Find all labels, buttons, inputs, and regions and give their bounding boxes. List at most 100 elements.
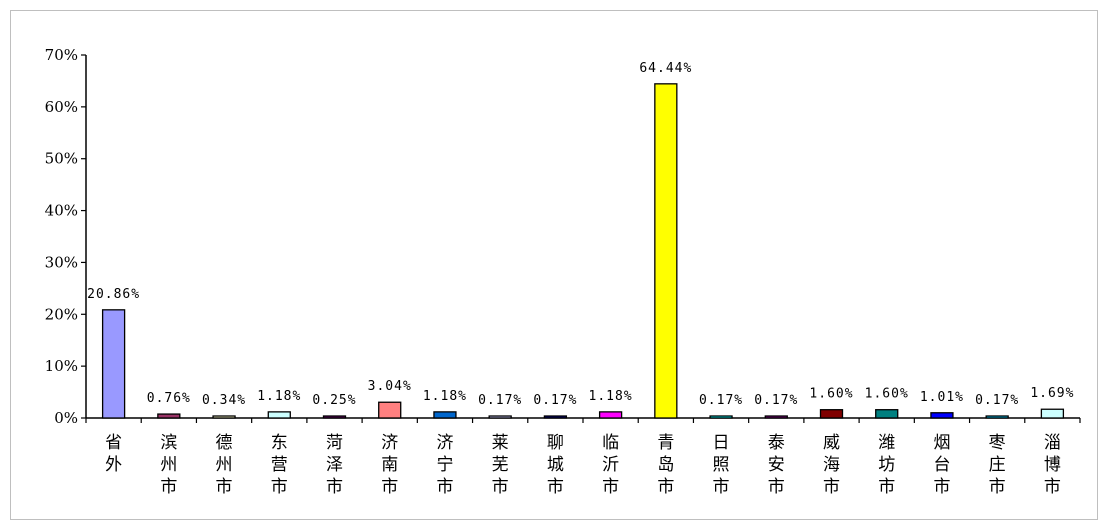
svg-text:德: 德 — [216, 433, 233, 453]
category-label: 枣庄市 — [989, 433, 1006, 497]
svg-text:泽: 泽 — [326, 455, 343, 475]
svg-text:潍: 潍 — [878, 433, 895, 453]
svg-text:临: 临 — [602, 433, 619, 453]
svg-text:博: 博 — [1044, 455, 1061, 475]
svg-text:市: 市 — [989, 477, 1006, 497]
bar — [101, 309, 126, 419]
svg-text:市: 市 — [160, 477, 177, 497]
bar — [709, 415, 733, 419]
category-label: 莱芜市 — [492, 433, 509, 497]
svg-text:外: 外 — [105, 455, 122, 475]
svg-text:海: 海 — [823, 455, 840, 475]
bar — [654, 83, 678, 419]
svg-text:枣: 枣 — [989, 433, 1006, 453]
data-label: 1.60% — [865, 387, 909, 402]
svg-text:市: 市 — [381, 477, 398, 497]
chart-frame — [10, 10, 1098, 520]
category-label: 济宁市 — [436, 433, 453, 497]
svg-text:威: 威 — [823, 433, 840, 453]
bar — [322, 415, 347, 419]
bar — [930, 412, 954, 419]
svg-text:市: 市 — [271, 477, 288, 497]
bar — [433, 411, 457, 419]
category-label: 日照市 — [713, 433, 730, 497]
category-label: 烟台市 — [933, 433, 950, 497]
bar — [764, 415, 788, 419]
svg-text:东: 东 — [271, 433, 288, 453]
svg-text:济: 济 — [436, 433, 453, 453]
data-label: 1.18% — [423, 389, 467, 404]
svg-text:市: 市 — [492, 477, 509, 497]
y-tick-label: 20% — [45, 305, 78, 323]
svg-text:市: 市 — [933, 477, 950, 497]
category-label: 威海市 — [823, 433, 840, 497]
svg-text:坊: 坊 — [878, 455, 895, 475]
y-tick-label: 50% — [45, 150, 78, 168]
svg-text:市: 市 — [547, 477, 564, 497]
svg-text:烟: 烟 — [933, 433, 950, 453]
category-label: 德州市 — [216, 433, 233, 497]
bar — [819, 409, 844, 419]
svg-text:聊: 聊 — [547, 433, 564, 453]
data-label: 1.60% — [809, 387, 853, 402]
svg-text:宁: 宁 — [436, 455, 453, 475]
data-label: 0.17% — [975, 393, 1019, 408]
svg-text:市: 市 — [713, 477, 730, 497]
bar — [488, 415, 512, 419]
category-label: 临沂市 — [602, 433, 619, 497]
bar — [875, 409, 899, 419]
data-label: 3.04% — [368, 379, 412, 394]
data-label: 1.69% — [1030, 386, 1074, 401]
svg-text:莱: 莱 — [492, 433, 509, 453]
data-label: 0.76% — [147, 391, 191, 406]
svg-text:州: 州 — [160, 455, 177, 475]
svg-text:照: 照 — [713, 455, 730, 475]
data-label: 0.34% — [202, 393, 246, 408]
category-label: 济南市 — [381, 433, 398, 497]
category-label: 泰安市 — [768, 433, 785, 497]
category-label: 淄博市 — [1044, 433, 1061, 497]
svg-text:市: 市 — [878, 477, 895, 497]
data-label: 0.17% — [533, 393, 577, 408]
svg-text:市: 市 — [823, 477, 840, 497]
bar — [267, 411, 291, 419]
bar — [212, 415, 236, 419]
svg-text:市: 市 — [657, 477, 674, 497]
svg-text:沂: 沂 — [602, 455, 619, 475]
svg-text:庄: 庄 — [989, 455, 1006, 475]
category-label: 聊城市 — [547, 433, 564, 497]
category-label: 省外 — [105, 433, 122, 475]
y-tick-label: 40% — [45, 202, 78, 220]
data-label: 0.17% — [754, 393, 798, 408]
y-tick-label: 10% — [45, 357, 78, 375]
svg-text:芜: 芜 — [492, 455, 509, 475]
category-label: 东营市 — [271, 433, 288, 497]
svg-text:州: 州 — [216, 455, 233, 475]
data-label: 0.17% — [699, 393, 743, 408]
data-label: 1.18% — [257, 389, 301, 404]
svg-text:岛: 岛 — [657, 455, 674, 475]
svg-text:安: 安 — [768, 455, 785, 475]
y-tick-label: 30% — [45, 253, 78, 271]
svg-text:菏: 菏 — [326, 433, 343, 453]
category-label: 滨州市 — [160, 433, 177, 497]
bar — [1040, 408, 1065, 419]
category-label: 菏泽市 — [326, 433, 343, 497]
data-label: 0.25% — [312, 393, 356, 408]
svg-text:滨: 滨 — [160, 433, 177, 453]
bar — [598, 411, 623, 419]
bar — [543, 415, 568, 419]
svg-text:南: 南 — [381, 455, 398, 475]
svg-text:市: 市 — [1044, 477, 1061, 497]
category-label: 青岛市 — [657, 433, 674, 497]
data-label: 1.01% — [920, 390, 964, 405]
data-label: 20.86% — [87, 287, 140, 302]
svg-text:淄: 淄 — [1044, 433, 1061, 453]
svg-text:市: 市 — [216, 477, 233, 497]
bar — [157, 413, 181, 419]
svg-text:城: 城 — [547, 455, 564, 475]
data-label: 0.17% — [478, 393, 522, 408]
svg-text:市: 市 — [326, 477, 343, 497]
bar — [378, 401, 402, 419]
